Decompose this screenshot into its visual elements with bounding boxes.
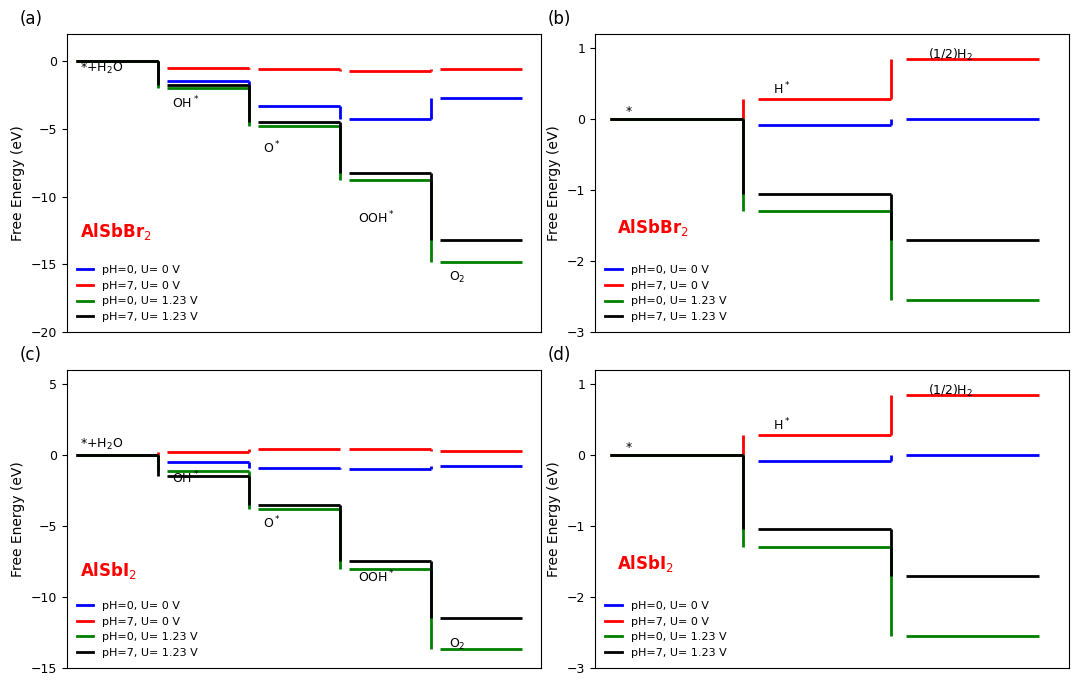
Text: O$^*$: O$^*$ — [262, 139, 281, 156]
Legend: pH=0, U= 0 V, pH=7, U= 0 V, pH=0, U= 1.23 V, pH=7, U= 1.23 V: pH=0, U= 0 V, pH=7, U= 0 V, pH=0, U= 1.2… — [72, 261, 203, 326]
Y-axis label: Free Energy (eV): Free Energy (eV) — [11, 125, 25, 241]
Text: O$_2$: O$_2$ — [449, 637, 465, 652]
Y-axis label: Free Energy (eV): Free Energy (eV) — [548, 125, 562, 241]
Text: (b): (b) — [548, 10, 571, 28]
Text: O$^*$: O$^*$ — [262, 515, 281, 532]
Text: OOH$^*$: OOH$^*$ — [359, 569, 395, 586]
Text: H$^*$: H$^*$ — [773, 80, 791, 98]
Text: (a): (a) — [19, 10, 42, 28]
Text: (c): (c) — [19, 346, 41, 364]
Text: $*$+H$_2$O: $*$+H$_2$O — [80, 437, 124, 452]
Text: $*$: $*$ — [624, 439, 633, 452]
Text: OH$^*$: OH$^*$ — [172, 95, 199, 111]
Y-axis label: Free Energy (eV): Free Energy (eV) — [11, 461, 25, 576]
Text: AlSbBr$_2$: AlSbBr$_2$ — [80, 221, 152, 243]
Text: $*$: $*$ — [624, 104, 633, 116]
Text: AlSbI$_2$: AlSbI$_2$ — [618, 552, 674, 574]
Text: $*$+H$_2$O: $*$+H$_2$O — [80, 61, 124, 76]
Legend: pH=0, U= 0 V, pH=7, U= 0 V, pH=0, U= 1.23 V, pH=7, U= 1.23 V: pH=0, U= 0 V, pH=7, U= 0 V, pH=0, U= 1.2… — [600, 261, 731, 326]
Text: (1/2)H$_2$: (1/2)H$_2$ — [928, 47, 973, 63]
Legend: pH=0, U= 0 V, pH=7, U= 0 V, pH=0, U= 1.23 V, pH=7, U= 1.23 V: pH=0, U= 0 V, pH=7, U= 0 V, pH=0, U= 1.2… — [72, 597, 203, 662]
Text: OOH$^*$: OOH$^*$ — [359, 210, 395, 227]
Text: AlSbI$_2$: AlSbI$_2$ — [80, 560, 137, 581]
Text: (1/2)H$_2$: (1/2)H$_2$ — [928, 383, 973, 398]
Text: OH$^*$: OH$^*$ — [172, 470, 199, 486]
Text: AlSbBr$_2$: AlSbBr$_2$ — [618, 216, 689, 238]
Text: (d): (d) — [548, 346, 571, 364]
Y-axis label: Free Energy (eV): Free Energy (eV) — [548, 461, 562, 576]
Legend: pH=0, U= 0 V, pH=7, U= 0 V, pH=0, U= 1.23 V, pH=7, U= 1.23 V: pH=0, U= 0 V, pH=7, U= 0 V, pH=0, U= 1.2… — [600, 597, 731, 662]
Text: O$_2$: O$_2$ — [449, 269, 465, 284]
Text: H$^*$: H$^*$ — [773, 416, 791, 433]
